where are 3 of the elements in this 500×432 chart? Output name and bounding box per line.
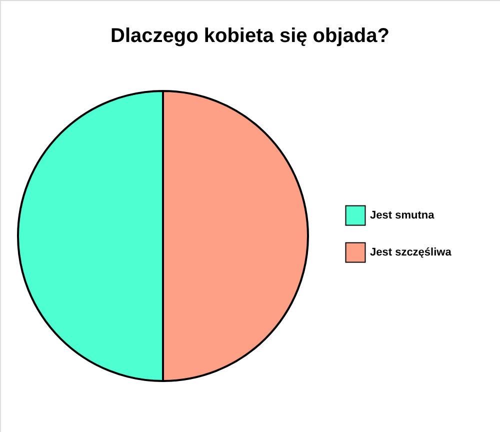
legend-label: Jest smutna [370, 210, 436, 222]
legend-label: Jest szczęśliwa [370, 246, 452, 258]
chart-title: Dlaczego kobieta się objada? [110, 25, 390, 47]
